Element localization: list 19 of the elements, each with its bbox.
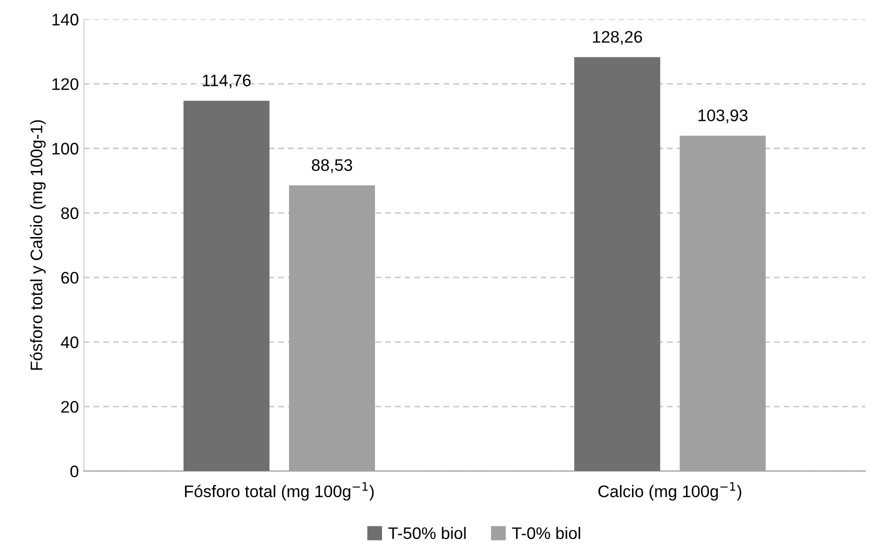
y-tick-label: 80	[61, 207, 78, 220]
y-tick-label: 140	[52, 14, 78, 26]
data-label: 88,53	[312, 159, 352, 173]
data-label: 114,76	[202, 74, 251, 88]
legend-label: T-0% biol	[512, 526, 580, 540]
x-tick-label: Fósforo total (mg 100g$^{−1}$)	[185, 482, 374, 501]
y-tick-label: 40	[60, 336, 78, 348]
data-label: 103,93	[698, 109, 748, 124]
y-tick-label: 120	[52, 78, 78, 90]
legend-label: T-50% biol	[388, 526, 466, 540]
y-tick-label: 20	[61, 400, 78, 413]
y-axis-title: Fósforo total y Calcio (mg 100g-1)	[30, 120, 46, 370]
y-tick-label: 60	[61, 272, 78, 284]
bar	[184, 100, 270, 472]
data-label: 128,26	[593, 30, 642, 45]
bar	[574, 57, 660, 472]
x-tick-label: Calcio (mg 100g$^{−1}$)	[598, 482, 742, 501]
y-tick-label: 0	[70, 466, 78, 478]
y-tick-label: 100	[52, 142, 78, 155]
